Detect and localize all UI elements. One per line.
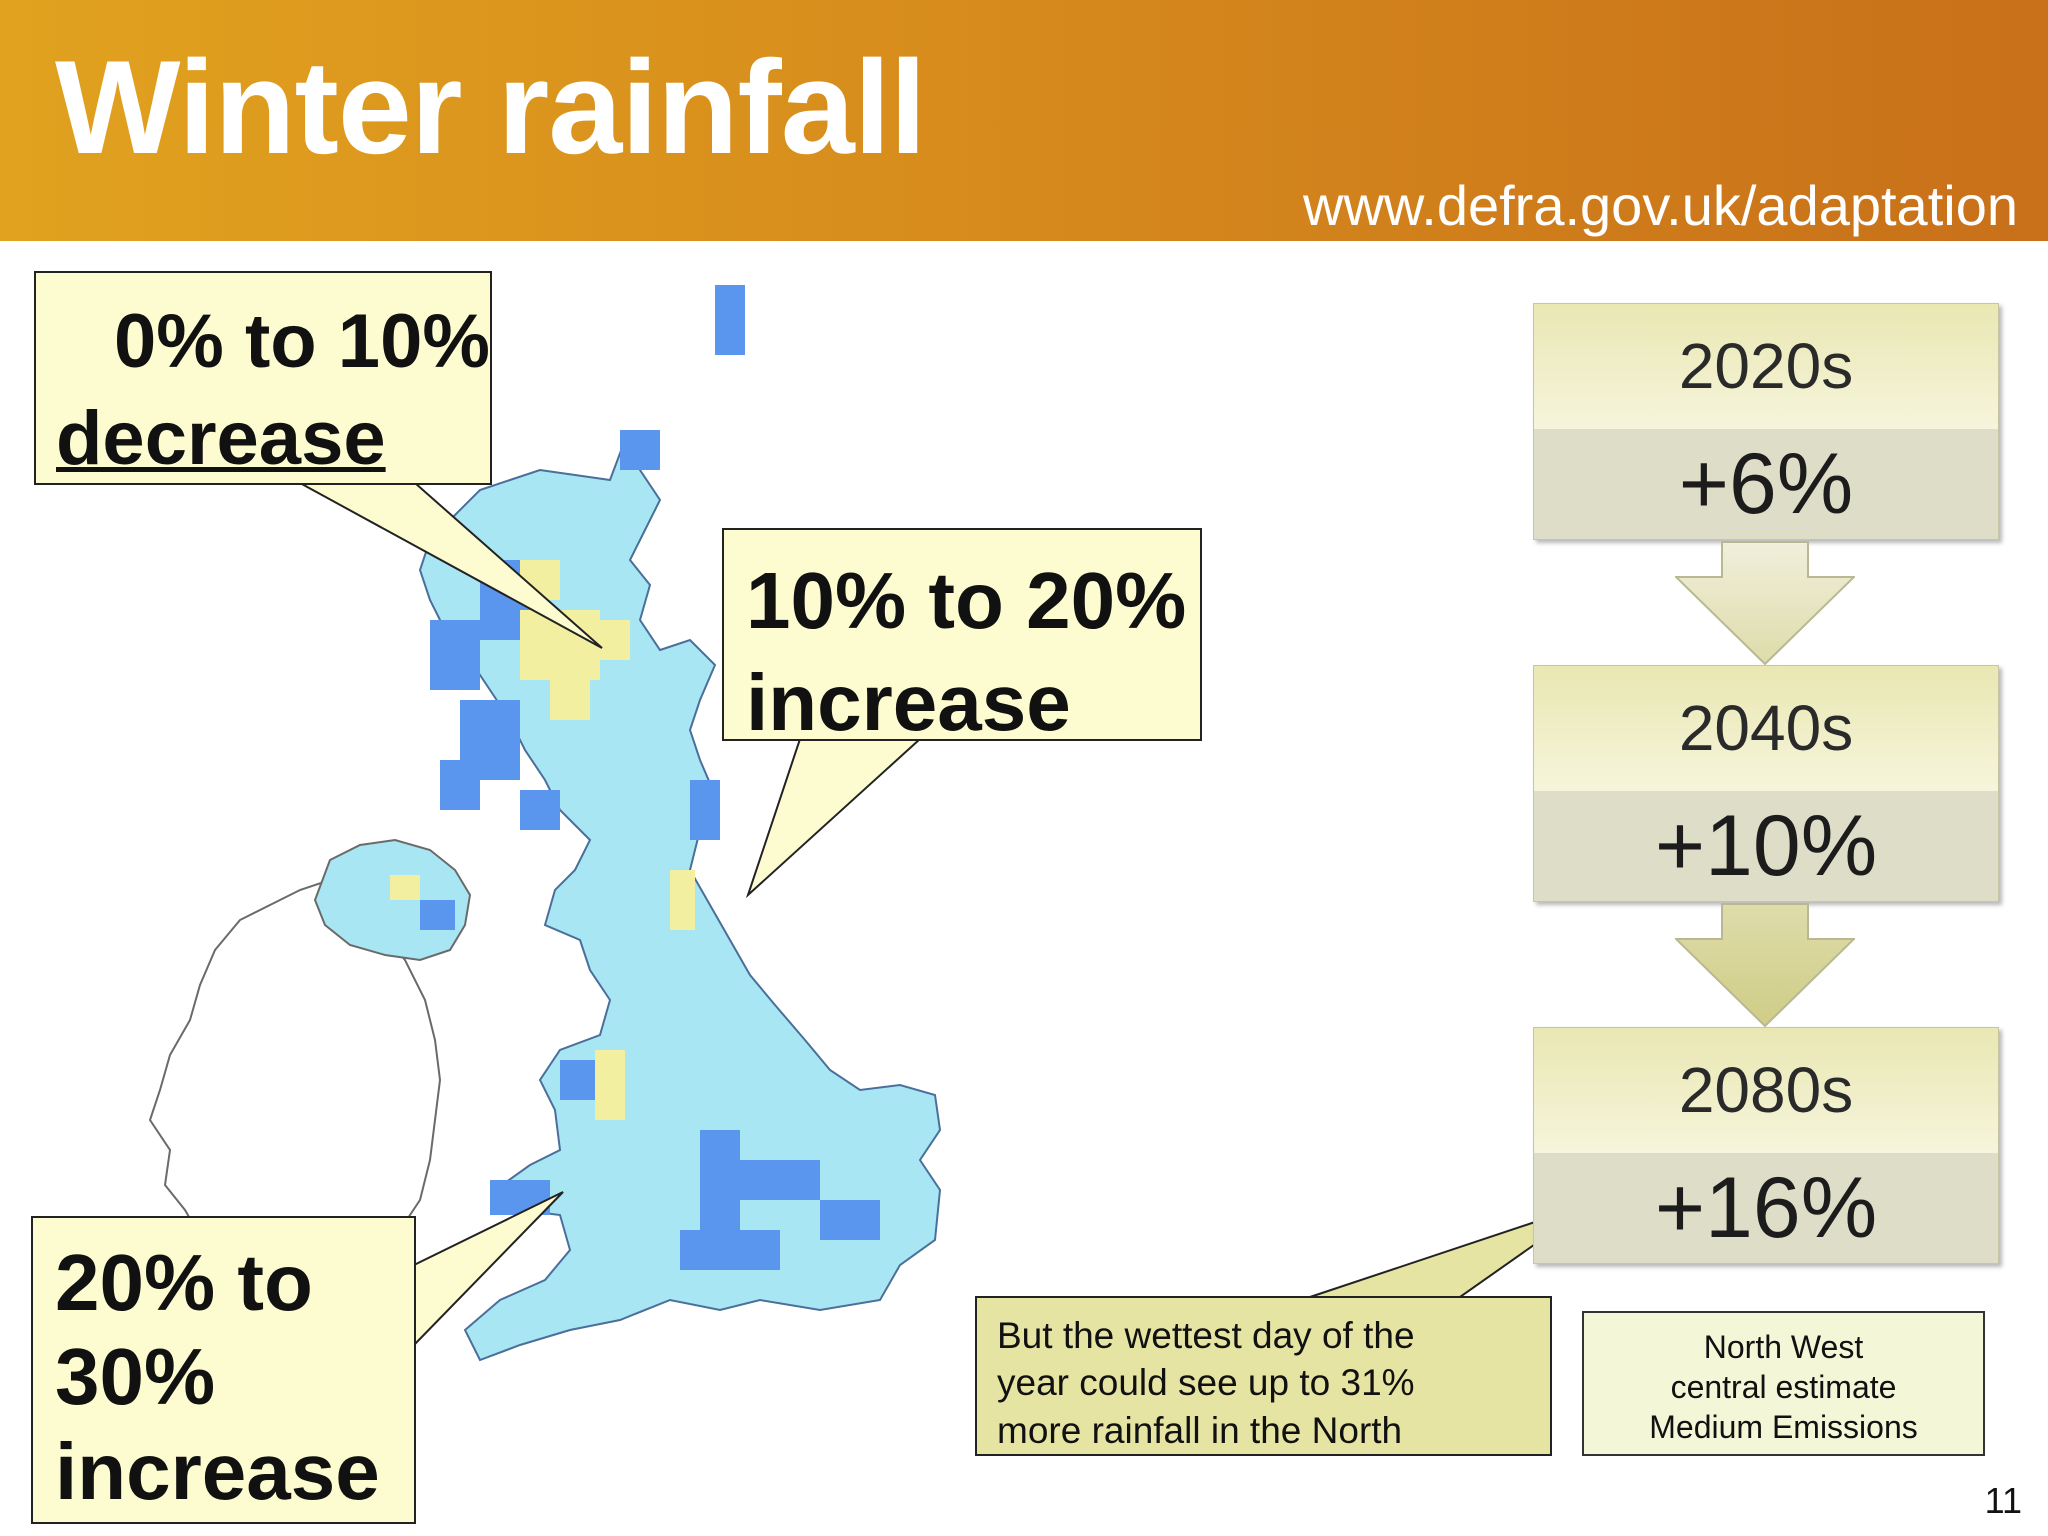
down-arrow-icon (1675, 903, 1855, 1027)
shetland-islands (715, 285, 745, 355)
projection-change: +16% (1534, 1153, 1998, 1263)
callout-0-10-decrease: 0% to 10% decrease (34, 271, 492, 485)
orkney-islands (620, 430, 660, 470)
projection-2040s: 2040s +10% (1533, 665, 1999, 902)
legend-emissions: Medium Emissions (1649, 1409, 1918, 1445)
projection-2080s: 2080s +16% (1533, 1027, 1999, 1264)
note-line: more rainfall in the North (997, 1409, 1403, 1451)
band-20-30-block (740, 1160, 820, 1200)
band-20-30-block (820, 1200, 880, 1240)
band-20-30-block (690, 780, 720, 840)
pointer-20-30 (413, 1191, 564, 1348)
callout-direction-label: increase (55, 1426, 380, 1516)
callout-range-label: 30% (55, 1332, 216, 1422)
pointer-decrease (299, 482, 603, 649)
header-banner (0, 0, 2048, 241)
projection-period: 2020s (1534, 304, 1998, 429)
band-20-30-block (520, 790, 560, 830)
page-title: Winter rainfall (55, 34, 927, 182)
legend-estimate: central estimate (1670, 1369, 1897, 1405)
down-arrow-icon (1675, 541, 1855, 665)
callout-range-label: 10% to 20% (746, 556, 1187, 645)
band-0-10-block (600, 620, 630, 660)
note-line: year could see up to 31% (997, 1362, 1415, 1404)
projection-change: +6% (1534, 429, 1998, 539)
band-0-10-block (595, 1050, 625, 1120)
band-0-10-block (670, 870, 695, 930)
band-0-10-block (550, 680, 590, 720)
band-20-30-block (680, 1230, 780, 1270)
projection-change: +10% (1534, 791, 1998, 901)
band-20-30-block (560, 1060, 600, 1100)
scenario-legend: North West central estimate Medium Emiss… (1582, 1311, 1985, 1456)
page-number: 11 (1984, 1480, 2022, 1521)
callout-range-label: 20% to (55, 1238, 313, 1327)
projection-period: 2080s (1534, 1028, 1998, 1153)
projection-period: 2040s (1534, 666, 1998, 791)
callout-direction-label: decrease (56, 396, 386, 482)
callout-20-30-increase: 20% to 30% increase (31, 1216, 416, 1524)
callout-range-label: 0% to 10% (114, 299, 490, 384)
legend-region: North West (1703, 1329, 1864, 1365)
wettest-day-note: But the wettest day of the year could se… (975, 1296, 1552, 1456)
band-20-30-block (430, 620, 480, 690)
callout-10-20-increase: 10% to 20% increase (722, 528, 1202, 747)
projection-2020s: 2020s +6% (1533, 303, 1999, 540)
pointer-10-20 (745, 738, 923, 899)
source-url: www.defra.gov.uk/adaptation (1303, 174, 2018, 237)
band-20-30-block (440, 760, 480, 810)
band-20-30-block (700, 1130, 740, 1230)
note-line: But the wettest day of the (997, 1315, 1415, 1356)
callout-direction-label: increase (746, 658, 1071, 748)
